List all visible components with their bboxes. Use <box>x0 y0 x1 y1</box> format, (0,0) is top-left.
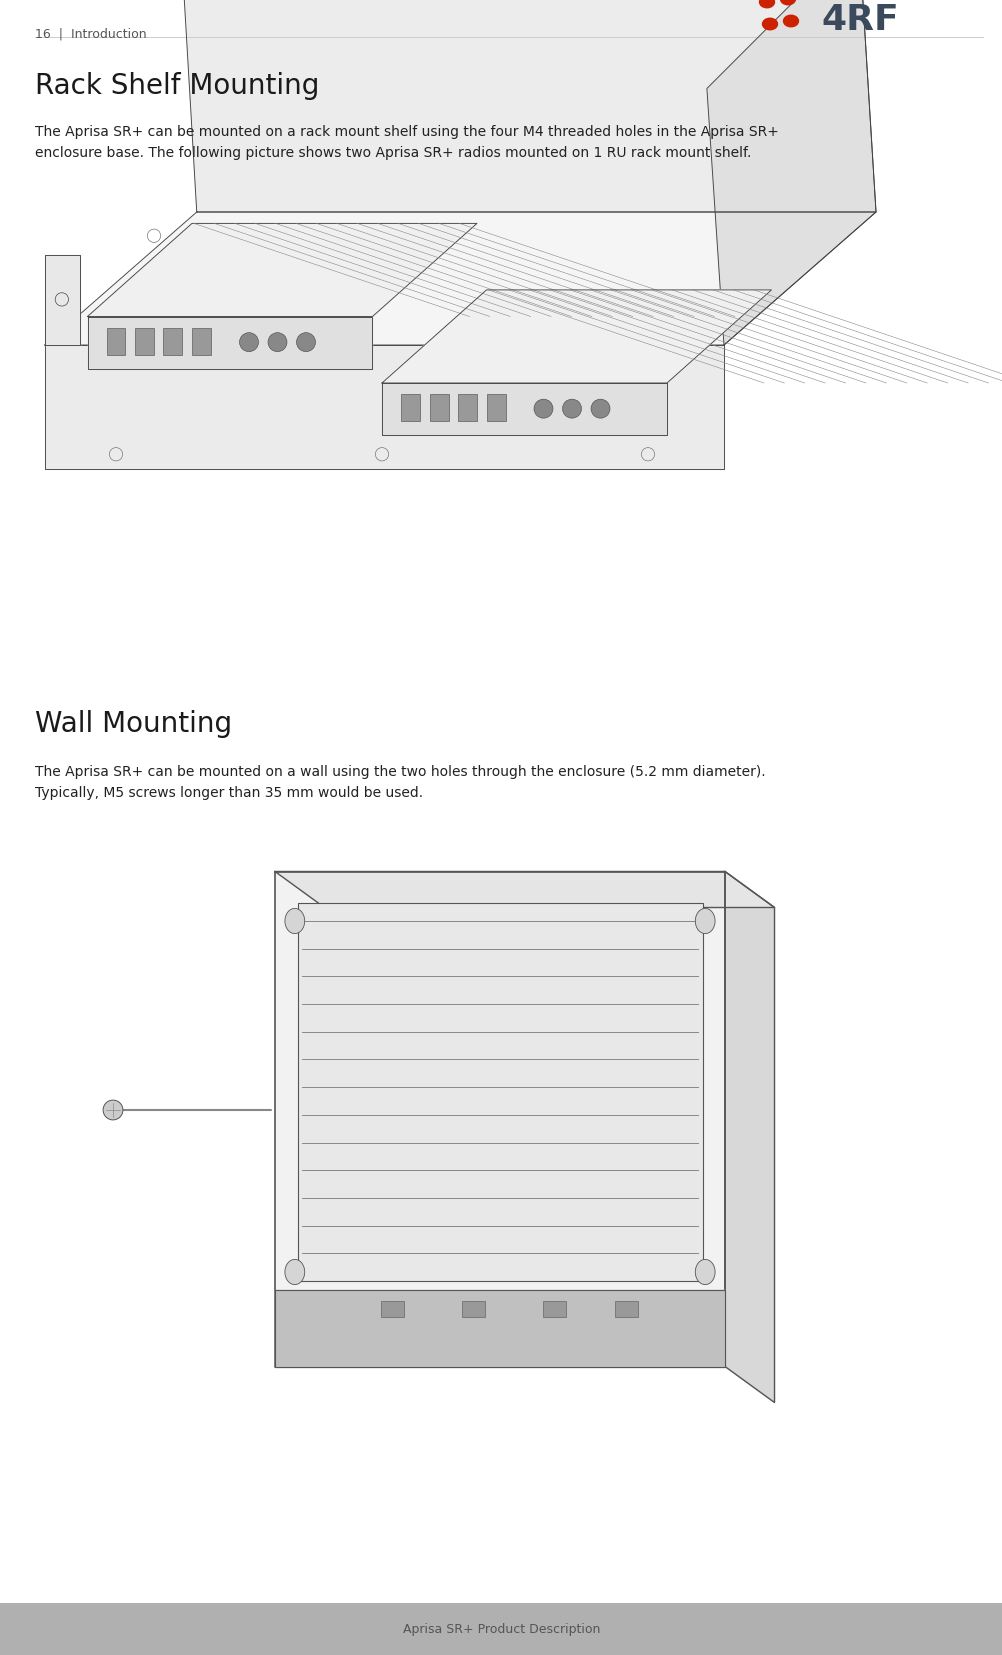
FancyBboxPatch shape <box>135 329 154 356</box>
FancyBboxPatch shape <box>401 396 420 422</box>
Ellipse shape <box>762 20 777 31</box>
Ellipse shape <box>694 1259 714 1284</box>
Ellipse shape <box>103 1101 123 1120</box>
Polygon shape <box>45 255 80 346</box>
Polygon shape <box>382 384 666 435</box>
Ellipse shape <box>783 17 798 28</box>
FancyBboxPatch shape <box>462 1301 484 1317</box>
FancyBboxPatch shape <box>298 904 701 1281</box>
FancyBboxPatch shape <box>381 1301 403 1317</box>
Circle shape <box>562 401 581 419</box>
Polygon shape <box>180 0 875 213</box>
Text: The Aprisa SR+ can be mounted on a wall using the two holes through the enclosur: The Aprisa SR+ can be mounted on a wall … <box>35 765 765 799</box>
Polygon shape <box>275 872 724 1367</box>
Ellipse shape <box>285 909 305 933</box>
Circle shape <box>297 333 316 353</box>
FancyBboxPatch shape <box>614 1301 637 1317</box>
Text: 16  |  Introduction: 16 | Introduction <box>35 28 146 41</box>
Polygon shape <box>382 291 771 384</box>
Text: Wall Mounting: Wall Mounting <box>35 710 231 738</box>
Circle shape <box>239 333 259 353</box>
Polygon shape <box>87 318 372 369</box>
FancyBboxPatch shape <box>106 329 125 356</box>
FancyBboxPatch shape <box>486 396 505 422</box>
Ellipse shape <box>759 0 774 8</box>
FancyBboxPatch shape <box>543 1301 565 1317</box>
Text: 4RF: 4RF <box>821 3 898 36</box>
Circle shape <box>533 401 552 419</box>
Ellipse shape <box>285 1259 305 1284</box>
Ellipse shape <box>694 909 714 933</box>
Text: Rack Shelf Mounting: Rack Shelf Mounting <box>35 71 319 99</box>
Polygon shape <box>45 346 723 470</box>
Polygon shape <box>275 1291 724 1367</box>
Text: The Aprisa SR+ can be mounted on a rack mount shelf using the four M4 threaded h: The Aprisa SR+ can be mounted on a rack … <box>35 124 779 159</box>
FancyBboxPatch shape <box>429 396 448 422</box>
Polygon shape <box>706 0 875 346</box>
Circle shape <box>268 333 287 353</box>
Polygon shape <box>275 872 774 909</box>
FancyBboxPatch shape <box>191 329 210 356</box>
Polygon shape <box>45 213 875 346</box>
Circle shape <box>590 401 609 419</box>
Bar <box>0 1604 1002 1655</box>
FancyBboxPatch shape <box>458 396 477 422</box>
Text: Aprisa SR+ Product Description: Aprisa SR+ Product Description <box>403 1622 599 1635</box>
Polygon shape <box>724 872 774 1403</box>
Polygon shape <box>87 225 477 318</box>
Ellipse shape <box>780 0 795 5</box>
FancyBboxPatch shape <box>163 329 182 356</box>
